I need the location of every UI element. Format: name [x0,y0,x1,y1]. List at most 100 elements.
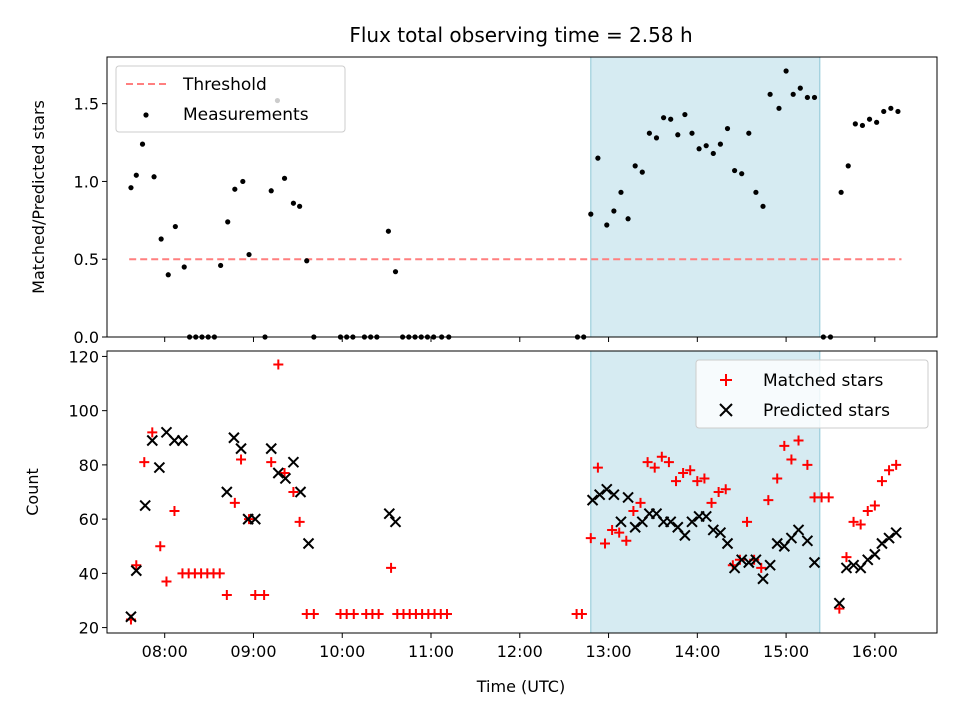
measurement-point [689,130,695,136]
matched-stars-point [161,576,172,587]
measurement-point [618,189,624,195]
predicted-stars-point [601,483,613,495]
y-tick-label: 20 [79,619,99,638]
matched-stars-point [266,457,277,468]
predicted-stars-point [302,537,315,550]
matched-stars-point [386,562,397,573]
x-tick-label: 11:00 [408,642,454,661]
predicted-stars-point [235,442,247,455]
matched-stars-point [169,505,180,516]
matched-stars-point [891,459,902,470]
series-measurements [128,68,901,340]
predicted-stars-point [265,442,277,455]
matched-stars-point [259,590,270,601]
predicted-stars-point [833,597,846,609]
matched-stars-point [236,454,247,465]
predicted-stars-point [847,559,860,571]
predicted-stars-point [615,516,627,528]
x-tick-label: 08:00 [142,642,188,661]
predicted-stars-point [679,529,691,542]
predicted-stars-point [586,494,599,506]
matched-stars-point [713,487,724,497]
measurement-point [682,111,688,118]
predicted-stars-point [294,486,307,498]
measurement-point [128,185,134,191]
matched-stars-point [779,440,790,451]
predicted-stars-point [622,491,634,504]
matched-stars-point [229,497,240,508]
matched-stars-point [734,554,745,565]
legend-top: Threshold Measurements [115,65,346,133]
matched-stars-point [802,459,813,470]
predicted-stars-point [883,532,895,544]
measurement-point [660,115,667,121]
measurement-point [790,91,796,97]
predicted-stars-point [279,472,292,485]
matched-stars-point [273,359,284,370]
measurement-point [888,105,894,111]
predicted-stars-point [221,486,233,498]
predicted-stars-point [735,554,748,566]
matched-legend-swatch [720,374,732,386]
measurement-point [392,269,399,275]
axes-frame [106,56,938,338]
measurement-point [696,146,702,152]
measurement-point [246,251,252,258]
matched-stars-point [692,476,703,487]
matched-stars-point [147,427,158,438]
legend-bottom: Matched stars Predicted stars [695,359,929,429]
predicted-stars-point [139,499,151,512]
measurement-point [797,85,803,91]
y-tick-label: 120 [68,347,99,366]
y-tick-label: 0.0 [74,328,99,347]
matched-stars-point [869,500,880,511]
observing-window-span [590,56,821,338]
measurement-point [739,171,745,177]
matched-stars-point [786,454,797,465]
matched-stars-point [635,497,646,508]
matched-stars-point [699,473,710,484]
matched-stars-point [884,465,895,476]
legend-box [695,359,929,429]
y-tick-label: 80 [79,456,99,475]
y-tick-label: 1.0 [74,172,99,191]
x-tick-label: 15:00 [763,642,809,661]
y-tick-label: 1.5 [74,95,99,114]
measurement-point [653,135,660,141]
matched-stars-point [706,497,717,508]
matched-stars-point [592,462,603,473]
predicted-stars-point [743,556,755,569]
measurement-point [776,105,782,111]
matched-stars-point [671,476,682,487]
measurement-point [845,163,851,169]
axes-frame [106,350,938,634]
x-tick-label: 12:00 [497,642,543,661]
predicted-stars-point [153,461,166,474]
matched-stars-point [441,609,452,620]
matched-stars-point [576,609,587,620]
predicted-stars-point [146,434,158,447]
matched-stars-point [214,568,225,579]
measurement-point [804,94,810,101]
count-panel: 20 40 60 80 100 120 08:00 09:00 10:00 11:00 12:00 1… [23,347,938,661]
predicted-stars-point [808,556,821,569]
measurement-point [611,208,617,214]
matched-stars-point [649,462,660,473]
measurement-point [874,119,880,125]
matched-stars-point [288,487,299,497]
ratio-panel: 0.0 0.5 1.0 1.5 Matched/Predicted stars Thres… [29,56,938,347]
measurement-point [703,143,709,149]
measurement-point [710,150,716,157]
measurement-point [895,108,901,115]
predicted-stars-point [801,535,814,547]
measurement-point [783,68,789,74]
matched-stars-point [600,538,610,549]
measurement-point [859,122,866,129]
predicted-stars-point [890,526,902,539]
legend-matched-label: Matched stars [763,371,883,391]
measurement-point [724,125,731,132]
legend-box [115,65,346,133]
measurement-point [232,186,238,192]
matched-stars-point [294,516,305,527]
matched-stars-point [621,535,632,546]
